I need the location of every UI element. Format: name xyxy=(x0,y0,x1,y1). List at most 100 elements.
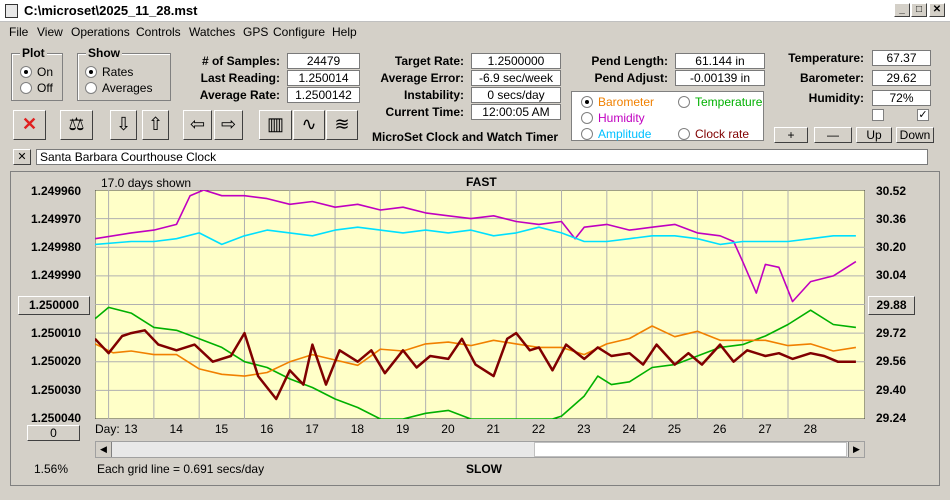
menu-controls[interactable]: Controls xyxy=(136,25,181,39)
stop-icon: ✕ xyxy=(21,114,38,134)
scroll-left-icon[interactable]: ◀ xyxy=(96,442,112,457)
series-barometer-label: Barometer xyxy=(598,95,655,109)
minimize-icon: _ xyxy=(899,4,905,15)
x-tick-label: 25 xyxy=(667,422,682,436)
series-humidity-label: Humidity xyxy=(598,111,645,125)
x-tick-label: 14 xyxy=(169,422,183,436)
series-temperature-radio[interactable]: Temperature xyxy=(678,95,762,109)
x-tick-label: 15 xyxy=(214,422,229,436)
y-left-tick: 1.250040 xyxy=(31,411,82,425)
target-rate-label: Target Rate: xyxy=(394,54,464,68)
menu-operations[interactable]: Operations xyxy=(71,25,130,39)
radio-icon xyxy=(581,112,593,124)
y-left-tick: 1.250030 xyxy=(31,383,82,397)
radio-selected-icon xyxy=(20,66,32,78)
radio-icon xyxy=(85,82,97,94)
show-rates-radio[interactable]: Rates xyxy=(85,65,133,79)
down-button[interactable]: ⇩ xyxy=(110,110,137,140)
y-right-tick: 30.04 xyxy=(876,268,907,282)
clear-description-button[interactable]: ✕ xyxy=(13,149,31,165)
y-right-tick: 29.56 xyxy=(876,354,907,368)
x-tick-label: 27 xyxy=(758,422,772,436)
plot-off-radio[interactable]: Off xyxy=(20,81,53,95)
x-tick-label: 16 xyxy=(260,422,274,436)
title-bar: C:\microset\2025_11_28.mst _ □ ✕ xyxy=(0,0,950,22)
check-icon: ✓ xyxy=(918,109,928,121)
plot-group: Plot On Off xyxy=(11,46,63,101)
y-left-tick: 1.250010 xyxy=(31,326,82,340)
minimize-button[interactable]: _ xyxy=(894,3,910,17)
radio-selected-icon xyxy=(581,96,593,108)
plus-button[interactable]: + xyxy=(774,127,808,143)
horizontal-scrollbar[interactable]: ◀ ▶ xyxy=(95,441,865,458)
minus-button[interactable]: — xyxy=(814,127,852,143)
menu-gps[interactable]: GPS xyxy=(243,25,269,39)
x-tick-label: 18 xyxy=(350,422,365,436)
average-rate-field: 1.2500142 xyxy=(287,87,360,103)
average-error-field: -6.9 sec/week xyxy=(471,70,561,86)
samples-field: 24479 xyxy=(287,53,360,69)
plot-on-radio[interactable]: On xyxy=(20,65,53,79)
series-amplitude-label: Amplitude xyxy=(598,127,652,141)
center-right-button[interactable]: 29.88 xyxy=(868,296,915,315)
series-amplitude-radio[interactable]: Amplitude xyxy=(581,127,651,141)
scroll-thumb[interactable] xyxy=(534,442,847,457)
y-left-tick: 1.250020 xyxy=(31,354,82,368)
checkbox-2[interactable]: ✓ xyxy=(917,109,929,121)
scale-down-button[interactable]: Down xyxy=(896,127,934,143)
close-icon: ✕ xyxy=(932,4,942,15)
chart-plot-area xyxy=(95,190,865,419)
x-tick-label: 17 xyxy=(305,422,319,436)
menu-view[interactable]: View xyxy=(37,25,63,39)
average-rate-label: Average Rate: xyxy=(199,88,280,102)
series-selector: Barometer Temperature Humidity Amplitude… xyxy=(571,91,764,141)
x-tick-label: 20 xyxy=(441,422,455,436)
description-field[interactable]: Santa Barbara Courthouse Clock xyxy=(36,149,928,165)
arrow-down-icon: ⇩ xyxy=(115,114,132,134)
series-humidity-radio[interactable]: Humidity xyxy=(581,111,645,125)
multi-view-button[interactable]: ≋ xyxy=(326,110,358,140)
radio-icon xyxy=(678,96,690,108)
menu-help[interactable]: Help xyxy=(332,25,357,39)
show-averages-label: Averages xyxy=(102,81,153,95)
right-button[interactable]: ⇨ xyxy=(214,110,243,140)
menu-watches[interactable]: Watches xyxy=(189,25,236,39)
scale-up-button[interactable]: Up xyxy=(856,127,892,143)
humidity-field: 72% xyxy=(872,90,931,106)
x-tick-label: 19 xyxy=(396,422,410,436)
show-averages-radio[interactable]: Averages xyxy=(85,81,152,95)
checkbox-1[interactable] xyxy=(872,109,884,121)
menu-bar: File View Operations Controls Watches GP… xyxy=(0,22,950,42)
show-rates-label: Rates xyxy=(102,65,134,79)
left-button[interactable]: ⇦ xyxy=(183,110,212,140)
series-barometer-radio[interactable]: Barometer xyxy=(581,95,654,109)
up-button[interactable]: ⇧ xyxy=(142,110,169,140)
instability-label: Instability: xyxy=(403,88,464,102)
x-tick-label: 23 xyxy=(577,422,591,436)
maximize-button[interactable]: □ xyxy=(911,3,927,17)
window-title: C:\microset\2025_11_28.mst xyxy=(24,3,198,18)
last-reading-label: Last Reading: xyxy=(200,71,280,85)
plot-on-label: On xyxy=(37,65,54,79)
x-tick-label: 21 xyxy=(486,422,500,436)
stop-button[interactable]: ✕ xyxy=(13,110,46,140)
radio-icon xyxy=(20,82,32,94)
y-right-tick: 29.72 xyxy=(876,326,907,340)
current-time-field: 12:00:05 AM xyxy=(471,104,561,120)
close-button[interactable]: ✕ xyxy=(929,3,945,17)
series-line-clock-rate xyxy=(95,329,856,401)
scroll-right-icon[interactable]: ▶ xyxy=(848,442,864,457)
scroll-value-button[interactable]: 0 xyxy=(27,425,80,441)
menu-file[interactable]: File xyxy=(9,25,29,39)
balance-button[interactable]: ⚖ xyxy=(60,110,93,140)
x-axis-label: Day: xyxy=(95,422,120,436)
line-view-button[interactable]: ∿ xyxy=(293,110,325,140)
series-line-barometer xyxy=(95,325,857,377)
menu-configure[interactable]: Configure xyxy=(273,25,326,39)
arrow-right-icon: ⇨ xyxy=(220,114,237,134)
center-left-button[interactable]: 1.250000 xyxy=(18,296,90,315)
series-clockrate-radio[interactable]: Clock rate xyxy=(678,127,749,141)
arrow-up-icon: ⇧ xyxy=(147,114,164,134)
bar-view-button[interactable]: ▥ xyxy=(259,110,292,140)
humidity-label: Humidity: xyxy=(808,91,864,105)
